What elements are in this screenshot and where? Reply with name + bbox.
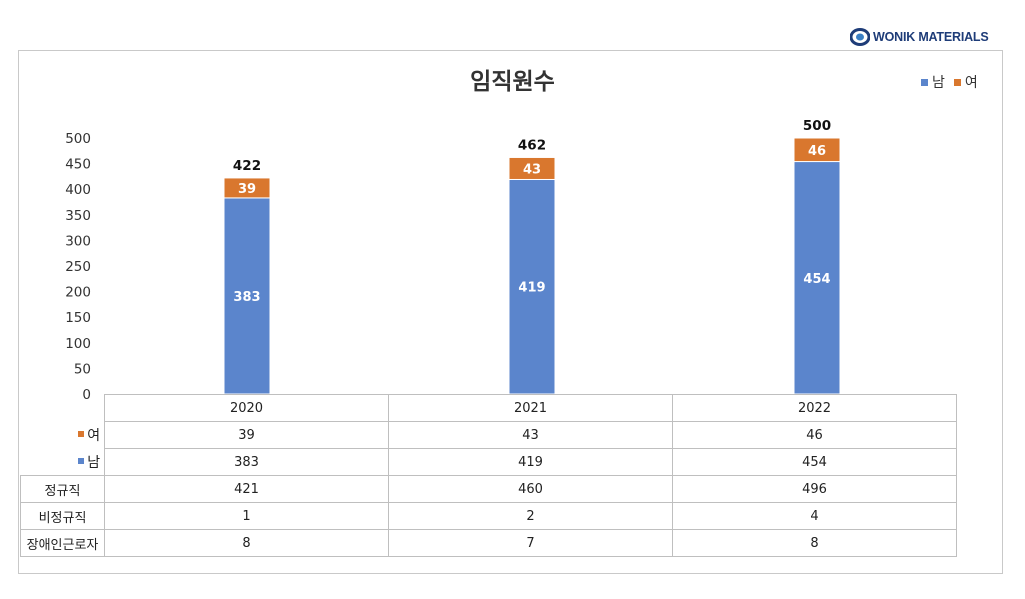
table-cell: 46 [672, 421, 957, 449]
data-label-female: 43 [523, 162, 541, 177]
table-row-label: 정규직 [20, 475, 105, 503]
table-cell: 419 [388, 448, 673, 476]
table-cell: 7 [388, 529, 673, 557]
table-row-label: 비정규직 [20, 502, 105, 530]
data-label-female: 46 [808, 144, 826, 159]
chart-title: 임직원수 [470, 69, 555, 95]
table-cell: 454 [672, 448, 957, 476]
chart-legend: 남 여 [921, 72, 987, 92]
y-tick-label: 150 [65, 310, 91, 326]
legend-key-swatch [78, 457, 85, 464]
table-header-cell: 2022 [672, 394, 957, 422]
table-cell: 496 [672, 475, 957, 503]
table-series-label: 남 [20, 448, 105, 476]
total-label: 462 [518, 137, 546, 153]
y-tick-label: 0 [82, 387, 91, 403]
bar-segment-male [793, 161, 841, 395]
table-row: 장애인근로자 8 7 8 [20, 529, 957, 557]
table-cell: 8 [104, 529, 389, 557]
table-row: 정규직 421 460 496 [20, 475, 957, 503]
data-label-male: 383 [233, 290, 260, 305]
y-tick-label: 500 [65, 131, 91, 147]
y-tick-label: 250 [65, 259, 91, 275]
y-tick-label: 400 [65, 182, 91, 198]
table-row-label: 장애인근로자 [20, 529, 105, 557]
table-cell: 2 [388, 502, 673, 530]
data-table: 2020 2021 2022 여 39 43 46 남 383 419 454 정규직 421 460 49… [20, 394, 957, 557]
legend-item-female: 여 [953, 72, 978, 92]
legend-item-male: 남 [921, 72, 945, 92]
bar-segment-female [793, 137, 841, 163]
logo-swirl-icon [849, 28, 871, 46]
y-tick-label: 100 [65, 336, 91, 352]
series-label-text: 남 [87, 454, 101, 471]
data-label-male: 419 [518, 281, 545, 296]
series-label-text: 여 [87, 428, 101, 444]
y-tick-label: 300 [65, 233, 91, 249]
bar-segment-male [223, 197, 271, 395]
logo-text: WONIK MATERIALS [873, 30, 989, 44]
legend-key-swatch [78, 431, 85, 437]
table-header-cell: 2020 [104, 394, 389, 422]
table-header-cell: 2021 [388, 394, 673, 422]
bar-segment-female [223, 177, 271, 199]
table-cell: 383 [104, 448, 389, 476]
legend-label-female: 여 [964, 75, 978, 91]
y-tick-label: 200 [65, 285, 91, 301]
table-cell: 8 [672, 529, 957, 557]
table-series-label: 여 [20, 421, 105, 449]
y-tick-label: 350 [65, 208, 91, 224]
bar-segment-female [508, 156, 556, 180]
y-tick-label: 50 [74, 361, 91, 377]
legend-swatch-male [921, 78, 928, 86]
table-corner-cell [21, 395, 105, 422]
legend-swatch-female [953, 78, 961, 86]
table-cell: 43 [388, 421, 673, 449]
table-header-row: 2020 2021 2022 [21, 394, 957, 422]
company-logo: WONIK MATERIALS [849, 26, 989, 48]
chart-frame [18, 50, 1003, 574]
total-label: 422 [233, 158, 261, 174]
table-row: 비정규직 1 2 4 [20, 502, 957, 530]
total-label: 500 [803, 118, 831, 134]
table-cell: 39 [104, 421, 389, 449]
table-row: 여 39 43 46 [20, 421, 957, 449]
table-cell: 1 [104, 502, 389, 530]
table-cell: 460 [388, 475, 673, 503]
data-label-male: 454 [803, 272, 830, 287]
table-row: 남 383 419 454 [20, 448, 957, 476]
bar-segment-male [508, 178, 556, 395]
table-cell: 421 [104, 475, 389, 503]
table-cell: 4 [672, 502, 957, 530]
legend-label-male: 남 [932, 75, 945, 91]
y-tick-label: 450 [65, 157, 91, 173]
data-label-female: 39 [238, 182, 256, 197]
